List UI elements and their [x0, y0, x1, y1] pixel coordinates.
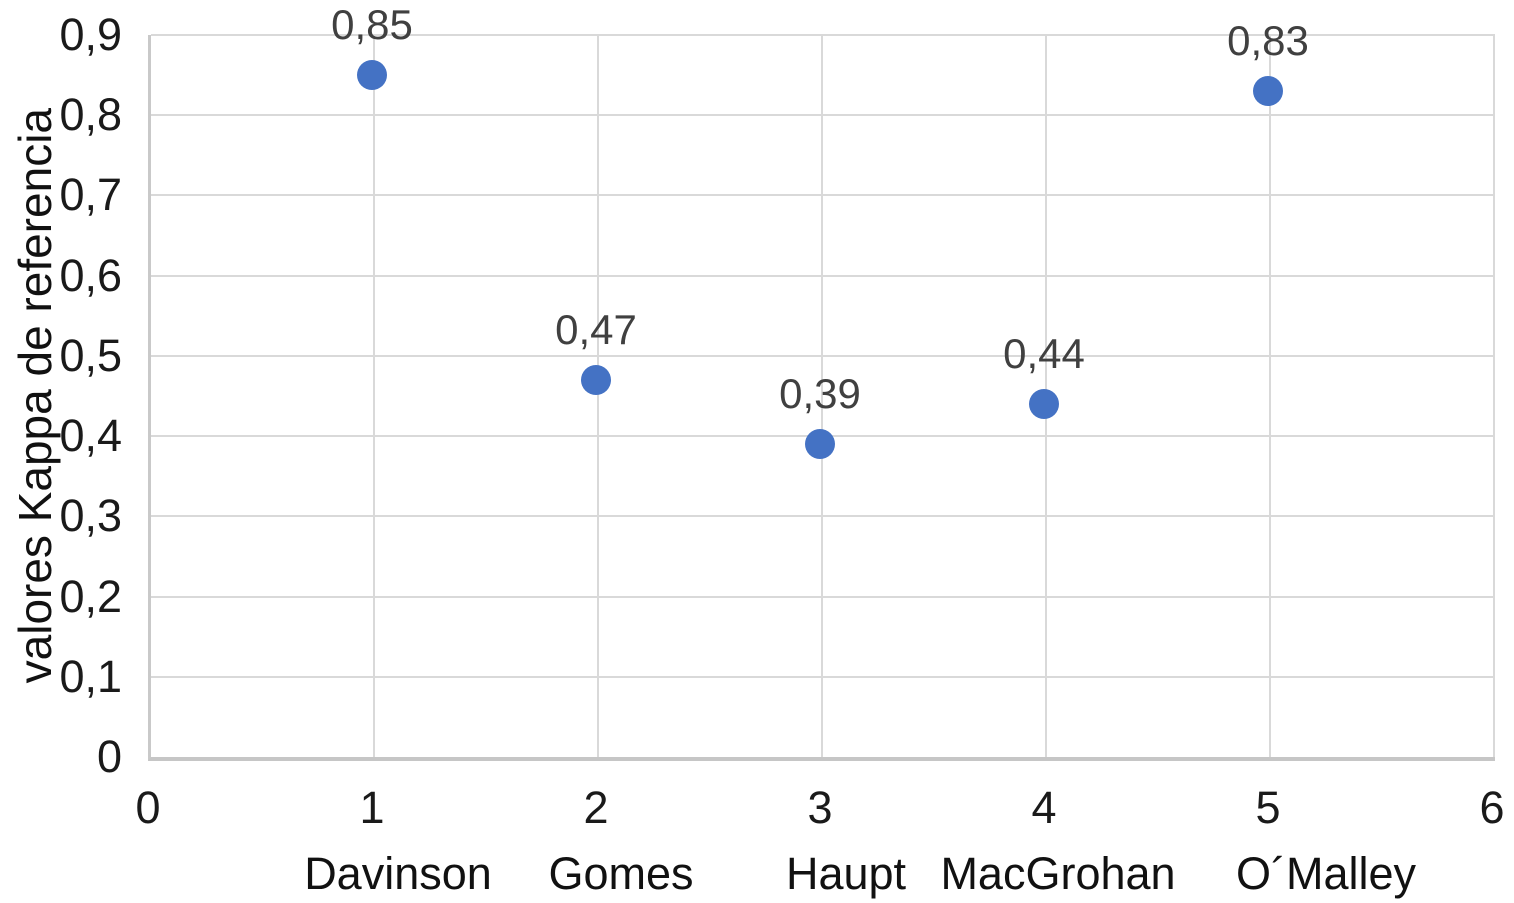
data-point-label: 0,47: [555, 305, 637, 353]
data-point-label: 0,44: [1003, 330, 1085, 378]
y-tick-label: 0,4: [59, 410, 122, 462]
y-tick-label: 0,1: [59, 650, 122, 702]
data-point-label: 0,83: [1227, 17, 1309, 65]
data-point: [1029, 389, 1059, 420]
gridline-vertical: [1493, 35, 1495, 757]
x-tick-label: 6: [1479, 782, 1505, 833]
category-label: Gomes: [548, 848, 694, 899]
gridline-vertical: [821, 35, 823, 757]
data-point: [1253, 76, 1283, 107]
gridline-horizontal: [151, 274, 1495, 277]
y-tick-label: 0: [96, 731, 122, 782]
data-point: [581, 364, 611, 395]
category-label: O´Malley: [1235, 848, 1417, 899]
x-tick-label: 3: [807, 782, 833, 833]
y-tick-label: 0,7: [59, 169, 122, 221]
gridline-vertical: [1269, 35, 1271, 757]
x-tick-label: 0: [135, 782, 161, 833]
gridline-vertical: [373, 35, 375, 757]
gridline-horizontal: [151, 34, 1495, 36]
data-point-label: 0,85: [331, 1, 413, 49]
category-label: MacGrohan: [940, 848, 1176, 899]
plot-area: [148, 34, 1495, 761]
gridline-horizontal: [151, 354, 1495, 357]
y-tick-label: 0,8: [59, 89, 122, 141]
x-tick-label: 2: [583, 782, 609, 833]
gridline-horizontal: [151, 515, 1495, 518]
gridline-horizontal: [151, 595, 1495, 598]
y-tick-label: 0,9: [59, 9, 122, 60]
x-tick-label: 5: [1255, 782, 1281, 833]
y-tick-label: 0,3: [59, 490, 122, 542]
gridline-horizontal: [151, 194, 1495, 197]
data-point: [357, 60, 387, 91]
x-tick-label: 4: [1031, 782, 1057, 833]
x-tick-label: 1: [359, 782, 385, 833]
category-label: Davinson: [304, 848, 492, 899]
y-axis-title: valores Kappa de referencia: [2, 35, 68, 757]
data-point: [805, 429, 835, 460]
y-tick-label: 0,5: [59, 329, 122, 381]
data-point-label: 0,39: [779, 370, 861, 418]
y-tick-label: 0,6: [59, 249, 122, 301]
y-tick-label: 0,2: [59, 570, 122, 622]
gridline-horizontal: [151, 675, 1495, 678]
category-label: Haupt: [785, 848, 907, 899]
gridline-vertical: [597, 35, 599, 757]
gridline-horizontal: [151, 114, 1495, 117]
